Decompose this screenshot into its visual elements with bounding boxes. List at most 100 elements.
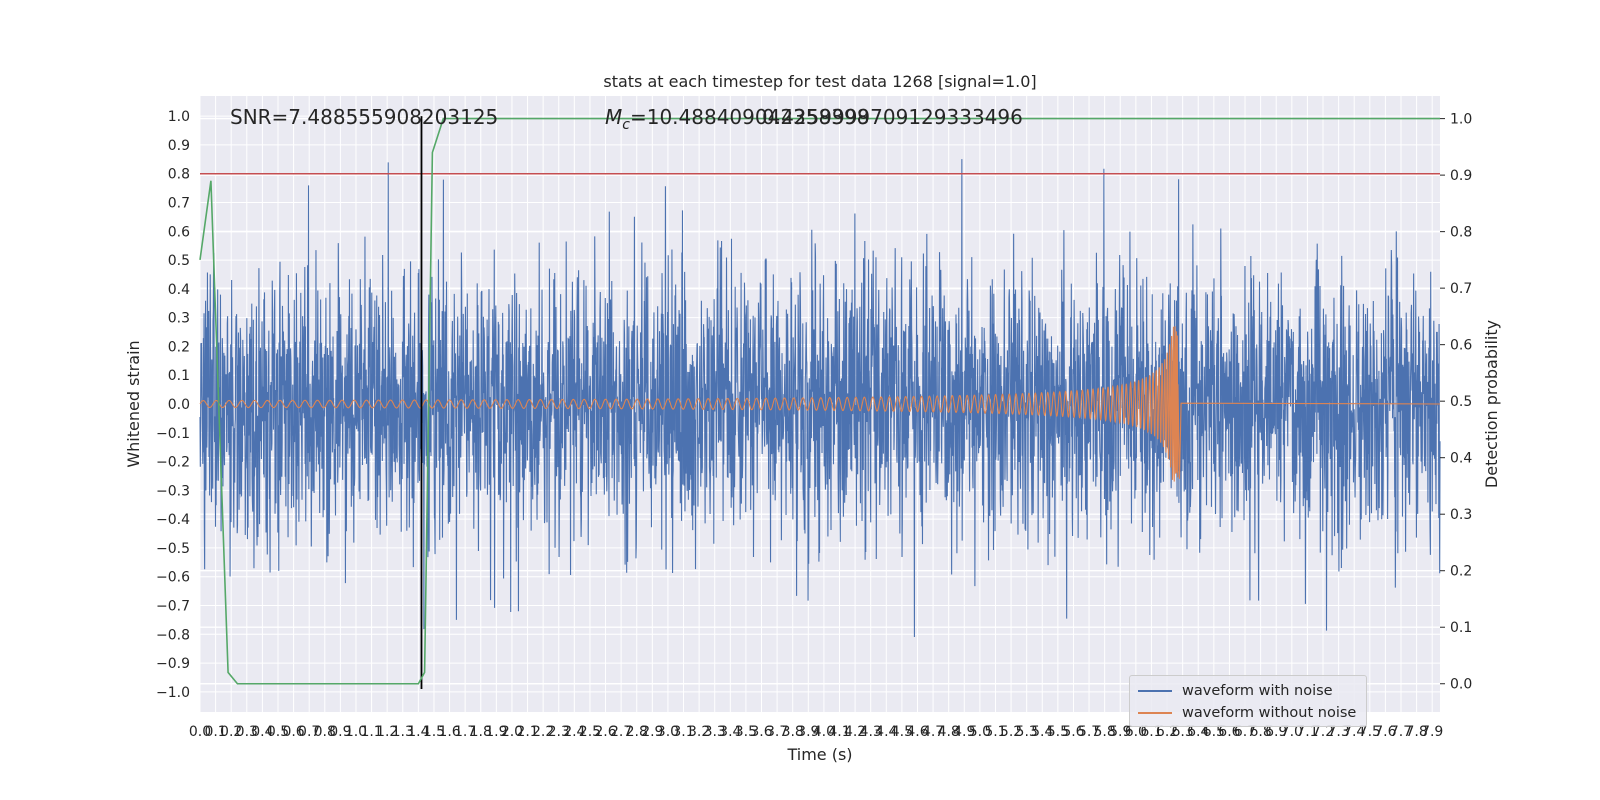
- x-tick-label: 2.3: [548, 724, 570, 740]
- y-tick-label: 1.0: [168, 109, 190, 125]
- overlap-annotation: 0.4259999709129333496: [762, 105, 1023, 129]
- x-tick-label: 1.3: [392, 724, 414, 740]
- series-detection-probability: [199, 117, 1440, 685]
- y2-tick-label: 0.6: [1450, 338, 1472, 354]
- y-tick-label: −0.9: [156, 656, 190, 672]
- y-tick-label: 0.8: [168, 167, 190, 183]
- x-tick-label: 7.5: [1359, 724, 1381, 740]
- legend-label: waveform without noise: [1182, 705, 1357, 721]
- x-tick-label: 6.2: [1156, 724, 1178, 740]
- y-axis-label: Whitened strain: [124, 340, 143, 467]
- x-tick-label: 7.2: [1312, 724, 1334, 740]
- y2-tick-label: 0.2: [1450, 564, 1472, 580]
- x-tick-label: 1.7: [454, 724, 476, 740]
- x-tick-label: 7.1: [1296, 724, 1318, 740]
- x-tick-label: 7.3: [1327, 724, 1349, 740]
- x-tick-label: 4.7: [922, 724, 944, 740]
- x-tick-label: 0.5: [267, 724, 289, 740]
- x-tick-label: 1.4: [407, 724, 429, 740]
- y2-tick-label: 0.5: [1450, 394, 1472, 410]
- x-tick-label: 6.7: [1234, 724, 1256, 740]
- y-tick-label: 0.0: [168, 397, 190, 413]
- x-tick-label: 3.2: [688, 724, 710, 740]
- y-tick-labels: −1.0 −0.9 −0.8 −0.7 −0.6 −0.5 −0.4 −0.3 −0.2 −0.1…: [156, 109, 190, 701]
- x-tick-labels: 0.00.10.20.30.40.50.60.70.80.91.01.11.21…: [189, 724, 1443, 740]
- x-tick-label: 2.4: [563, 724, 585, 740]
- x-tick-label: 0.1: [204, 724, 226, 740]
- x-tick-label: 1.0: [345, 724, 367, 740]
- x-tick-label: 4.1: [828, 724, 850, 740]
- x-tick-label: 7.8: [1405, 724, 1427, 740]
- y-tick-label: 0.9: [168, 138, 190, 154]
- x-tick-label: 6.1: [1140, 724, 1162, 740]
- x-tick-label: 3.7: [766, 724, 788, 740]
- x-tick-label: 3.6: [750, 724, 772, 740]
- x-tick-label: 1.2: [376, 724, 398, 740]
- x-tick-label: 3.3: [704, 724, 726, 740]
- x-tick-label: 7.4: [1343, 724, 1365, 740]
- x-tick-label: 4.0: [813, 724, 835, 740]
- chart-title: stats at each timestep for test data 126…: [603, 72, 1036, 91]
- x-tick-label: 2.9: [641, 724, 663, 740]
- x-tick-label: 6.0: [1125, 724, 1147, 740]
- x-tick-label: 0.3: [236, 724, 258, 740]
- y2-tick-label: 0.8: [1450, 225, 1472, 241]
- x-tick-label: 2.7: [610, 724, 632, 740]
- y2-tick-labels: 0.0 0.1 0.2 0.3 0.4 0.5 0.6 0.7 0.8 0.9 1.0: [1440, 112, 1472, 693]
- y-tick-label: −0.6: [156, 570, 190, 586]
- x-tick-label: 6.4: [1187, 724, 1209, 740]
- x-tick-label: 1.9: [485, 724, 507, 740]
- x-tick-label: 0.0: [189, 724, 211, 740]
- chirp-mass-annotation: Mc=10.488409042358398: [605, 105, 869, 133]
- x-tick-label: 0.8: [314, 724, 336, 740]
- y-tick-label: 0.6: [168, 224, 190, 240]
- chirp-mass-subscript: c: [622, 117, 630, 133]
- x-tick-label: 3.5: [735, 724, 757, 740]
- y2-tick-label: 0.4: [1450, 451, 1472, 467]
- x-tick-label: 3.4: [719, 724, 741, 740]
- y-tick-label: 0.1: [168, 368, 190, 384]
- x-tick-label: 3.8: [782, 724, 804, 740]
- x-tick-label: 5.3: [1016, 724, 1038, 740]
- x-tick-label: 6.5: [1203, 724, 1225, 740]
- x-tick-label: 2.1: [516, 724, 538, 740]
- y-tick-label: −0.2: [156, 455, 190, 471]
- x-tick-label: 5.8: [1094, 724, 1116, 740]
- x-tick-label: 5.4: [1031, 724, 1053, 740]
- legend-swatch: [1138, 690, 1172, 692]
- y-tick-label: −0.1: [156, 426, 190, 442]
- y-tick-label: −0.4: [156, 512, 190, 528]
- y-tick-label: 0.7: [168, 196, 190, 212]
- x-tick-label: 3.1: [672, 724, 694, 740]
- x-tick-label: 6.9: [1265, 724, 1287, 740]
- y-tick-label: −0.3: [156, 483, 190, 499]
- y-tick-label: 0.4: [168, 282, 190, 298]
- chirp-mass-value: =10.488409042358398: [630, 105, 869, 129]
- y2-tick-label: 0.1: [1450, 620, 1472, 636]
- x-tick-label: 5.7: [1078, 724, 1100, 740]
- x-tick-label: 0.9: [329, 724, 351, 740]
- y-tick-label: −0.8: [156, 627, 190, 643]
- x-tick-label: 2.6: [594, 724, 616, 740]
- x-tick-label: 1.6: [438, 724, 460, 740]
- x-tick-label: 4.9: [953, 724, 975, 740]
- series-waveform-with-noise: [199, 159, 1441, 638]
- snr-annotation: SNR=7.488555908203125: [230, 105, 498, 129]
- x-tick-label: 2.5: [579, 724, 601, 740]
- x-axis-label: Time (s): [786, 745, 852, 764]
- x-tick-label: 2.2: [532, 724, 554, 740]
- x-tick-label: 5.5: [1047, 724, 1069, 740]
- x-tick-label: 1.1: [360, 724, 382, 740]
- x-tick-label: 4.5: [891, 724, 913, 740]
- x-tick-label: 3.0: [657, 724, 679, 740]
- x-tick-label: 4.3: [860, 724, 882, 740]
- x-tick-label: 3.9: [797, 724, 819, 740]
- x-tick-label: 5.9: [1109, 724, 1131, 740]
- x-tick-label: 5.1: [984, 724, 1006, 740]
- x-tick-label: 7.9: [1421, 724, 1443, 740]
- x-tick-label: 4.2: [844, 724, 866, 740]
- series-waveform-without-noise: [199, 326, 1441, 482]
- y2-tick-label: 0.3: [1450, 507, 1472, 523]
- y-tick-label: −0.7: [156, 598, 190, 614]
